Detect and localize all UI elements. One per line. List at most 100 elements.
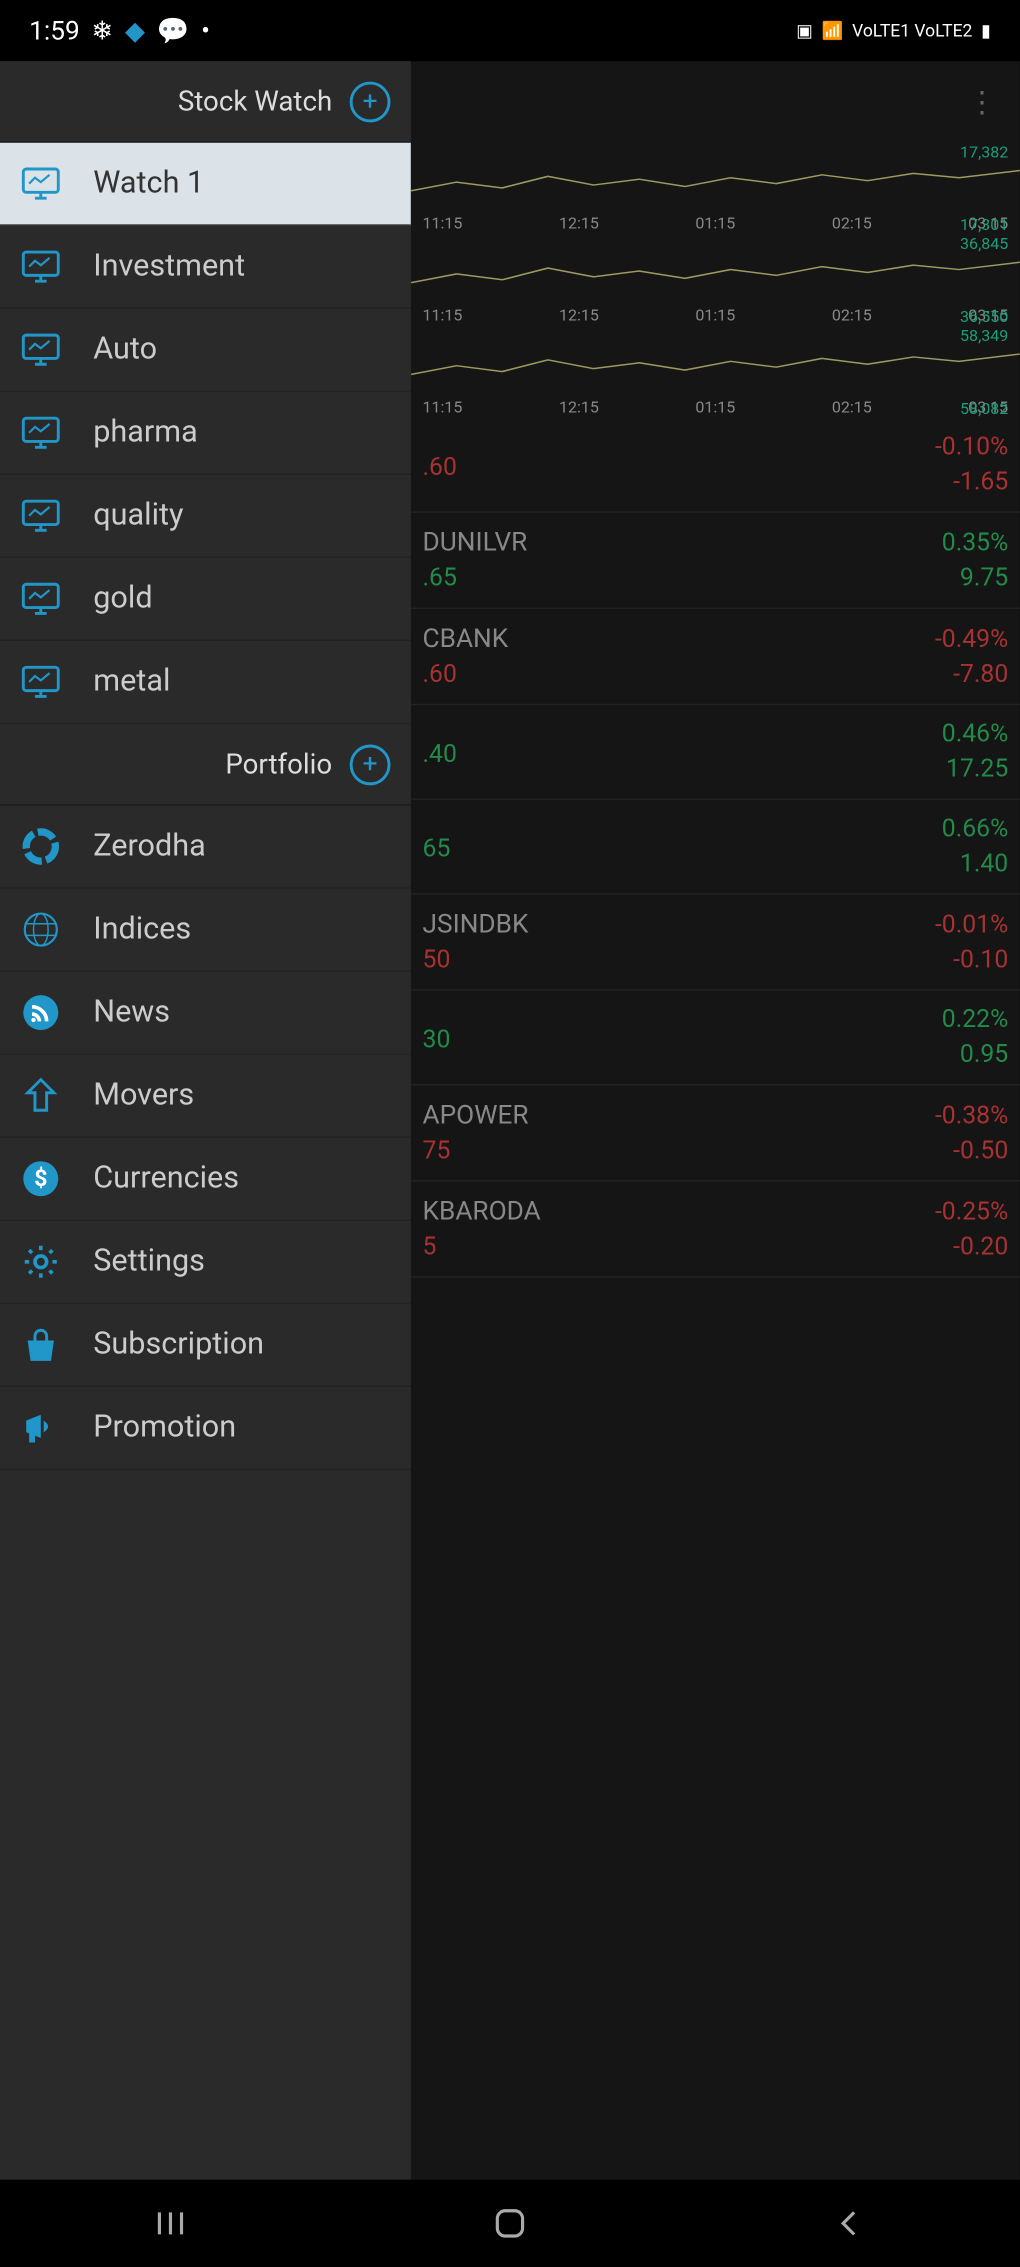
dollar-icon: $: [20, 1158, 61, 1199]
watchlist-item-metal[interactable]: metal: [0, 641, 411, 724]
stock-row[interactable]: .60 -0.10% -1.65: [411, 418, 1020, 513]
stock-row[interactable]: .40 0.46% 17.25: [411, 705, 1020, 800]
menu-item-subscription[interactable]: Subscription: [0, 1304, 411, 1387]
monitor-icon: [20, 246, 61, 287]
stock-row[interactable]: JSINDBK 50 -0.01% -0.10: [411, 895, 1020, 991]
home-button[interactable]: [484, 2197, 536, 2249]
chat-icon: 💬: [157, 15, 190, 46]
stock-price: 65: [423, 835, 451, 864]
back-button[interactable]: [824, 2197, 876, 2249]
stock-price: 50: [423, 946, 529, 975]
stock-price: .60: [423, 660, 509, 689]
ring-icon: [20, 826, 61, 867]
stock-price: .40: [423, 740, 457, 769]
stock-pct: 0.66%: [942, 814, 1008, 843]
watchlist-item-quality[interactable]: quality: [0, 475, 411, 558]
watchlist-item-auto[interactable]: Auto: [0, 309, 411, 392]
stock-pct: -0.10%: [935, 433, 1008, 462]
menu-label: Currencies: [93, 1161, 239, 1196]
stock-row[interactable]: 30 0.22% 0.95: [411, 991, 1020, 1086]
nav-bar: [0, 2180, 1020, 2267]
globe-icon: [20, 909, 61, 950]
stock-row[interactable]: 65 0.66% 1.40: [411, 800, 1020, 895]
mini-chart: [411, 165, 1020, 206]
watchlist-label: quality: [93, 498, 183, 533]
stock-price: 5: [423, 1233, 541, 1262]
monitor-icon: [20, 163, 61, 204]
chart-high: 36,845: [411, 235, 1020, 254]
arrow-up-icon: [20, 1075, 61, 1116]
stock-symbol: KBARODA: [423, 1196, 541, 1227]
sidebar-header-stockwatch: Stock Watch +: [0, 61, 411, 143]
portfolio-title: Portfolio: [225, 747, 332, 781]
menu-item-news[interactable]: News: [0, 972, 411, 1055]
stock-row[interactable]: APOWER 75 -0.38% -0.50: [411, 1085, 1020, 1181]
monitor-icon: [20, 495, 61, 536]
watchlist-label: Auto: [93, 332, 157, 367]
watchlist-item-investment[interactable]: Investment: [0, 226, 411, 309]
stock-symbol: APOWER: [423, 1100, 529, 1131]
status-right: ▣ 📶 VoLTE1 VoLTE2 ▮: [796, 20, 990, 40]
stock-pct: -0.25%: [935, 1197, 1008, 1226]
wifi-icon: 📶: [822, 20, 844, 40]
status-icon: ❄: [91, 15, 113, 46]
stock-symbol: JSINDBK: [423, 909, 529, 940]
menu-label: Movers: [93, 1078, 194, 1113]
more-icon[interactable]: ⋮: [967, 85, 996, 120]
battery-icon: ▣: [796, 20, 813, 40]
battery-icon: ▮: [981, 20, 991, 40]
chart-high: 58,349: [411, 326, 1020, 345]
stock-change: -7.80: [953, 659, 1008, 688]
menu-label: Settings: [93, 1244, 205, 1279]
stock-change: 9.75: [960, 563, 1008, 592]
watchlist-item-pharma[interactable]: pharma: [0, 392, 411, 475]
status-time: 1:59: [29, 15, 80, 46]
menu-item-indices[interactable]: Indices: [0, 889, 411, 972]
chart-high: 17,382: [411, 143, 1020, 162]
stock-price: 30: [423, 1026, 451, 1055]
stock-change: 0.95: [960, 1040, 1008, 1069]
stock-change: -0.10: [953, 945, 1008, 974]
stock-price: .65: [423, 564, 528, 593]
menu-label: Promotion: [93, 1410, 236, 1445]
add-watchlist-button[interactable]: +: [350, 81, 391, 122]
stock-row[interactable]: CBANK .60 -0.49% -7.80: [411, 609, 1020, 705]
stock-change: 17.25: [946, 755, 1008, 784]
bag-icon: [20, 1324, 61, 1365]
rss-icon: [20, 992, 61, 1033]
recent-apps-button[interactable]: [144, 2197, 196, 2249]
menu-item-zerodha[interactable]: Zerodha: [0, 806, 411, 889]
stock-pct: -0.01%: [935, 910, 1008, 939]
mini-chart: [411, 348, 1020, 389]
signal-text: VoLTE1 VoLTE2: [852, 20, 972, 40]
stock-symbol: DUNILVR: [423, 527, 528, 558]
watchlist-item-gold[interactable]: gold: [0, 558, 411, 641]
watchlist-label: pharma: [93, 415, 198, 450]
stock-pct: 0.46%: [942, 720, 1008, 749]
svg-text:$: $: [34, 1164, 47, 1192]
menu-label: Zerodha: [93, 829, 206, 864]
menu-item-settings[interactable]: Settings: [0, 1221, 411, 1304]
stock-row[interactable]: KBARODA 5 -0.25% -0.20: [411, 1182, 1020, 1278]
status-bar: 1:59 ❄ ◆ 💬 • ▣ 📶 VoLTE1 VoLTE2 ▮: [0, 0, 1020, 61]
stock-symbol: CBANK: [423, 624, 509, 655]
menu-item-currencies[interactable]: $ Currencies: [0, 1138, 411, 1221]
stockwatch-title: Stock Watch: [178, 85, 332, 119]
menu-item-promotion[interactable]: Promotion: [0, 1387, 411, 1470]
stock-row[interactable]: DUNILVR .65 0.35% 9.75: [411, 513, 1020, 609]
menu-label: News: [93, 995, 170, 1030]
add-portfolio-button[interactable]: +: [350, 744, 391, 785]
watchlist-label: metal: [93, 664, 170, 699]
mini-chart: [411, 256, 1020, 297]
menu-label: Indices: [93, 912, 191, 947]
menu-item-movers[interactable]: Movers: [0, 1055, 411, 1138]
stock-price: 75: [423, 1136, 529, 1165]
stock-pct: -0.38%: [935, 1101, 1008, 1130]
monitor-icon: [20, 578, 61, 619]
menu-label: Subscription: [93, 1327, 264, 1362]
stock-change: 1.40: [960, 849, 1008, 878]
monitor-icon: [20, 412, 61, 453]
stock-change: -1.65: [953, 468, 1008, 497]
watchlist-item-watch-1[interactable]: Watch 1: [0, 143, 411, 226]
stock-change: -0.50: [953, 1136, 1008, 1165]
